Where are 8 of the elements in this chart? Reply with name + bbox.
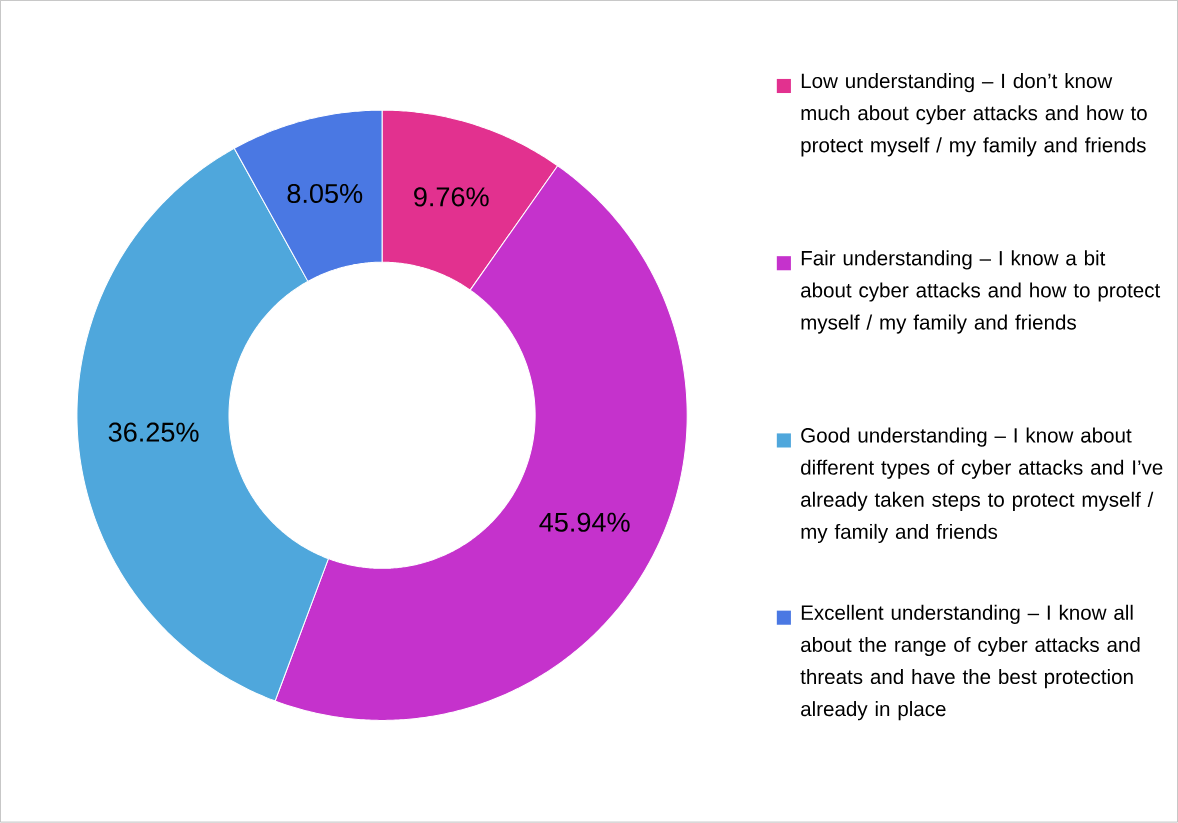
data-label: 36.25% — [108, 422, 199, 442]
data-label: 45.94% — [539, 512, 630, 533]
legend-label: Excellent understanding – I know all about the range of cyber attacks and threats and have the best protection already in place — [800, 605, 1140, 721]
legend-label: Good understanding – I know about different types of cyber attacks and I’ve already taken steps to protect myself / my family and friends — [801, 427, 1163, 544]
legend-label: Low understanding – I don’t know much about cyber attacks and how to protect myself / my family and friends — [801, 73, 1147, 157]
legend-label: Fair understanding – I know a bit about cyber attacks and how to protect myself / my family and friends — [801, 250, 1161, 334]
data-label: 8.05% — [287, 184, 363, 204]
data-label: 9.76% — [414, 187, 489, 207]
